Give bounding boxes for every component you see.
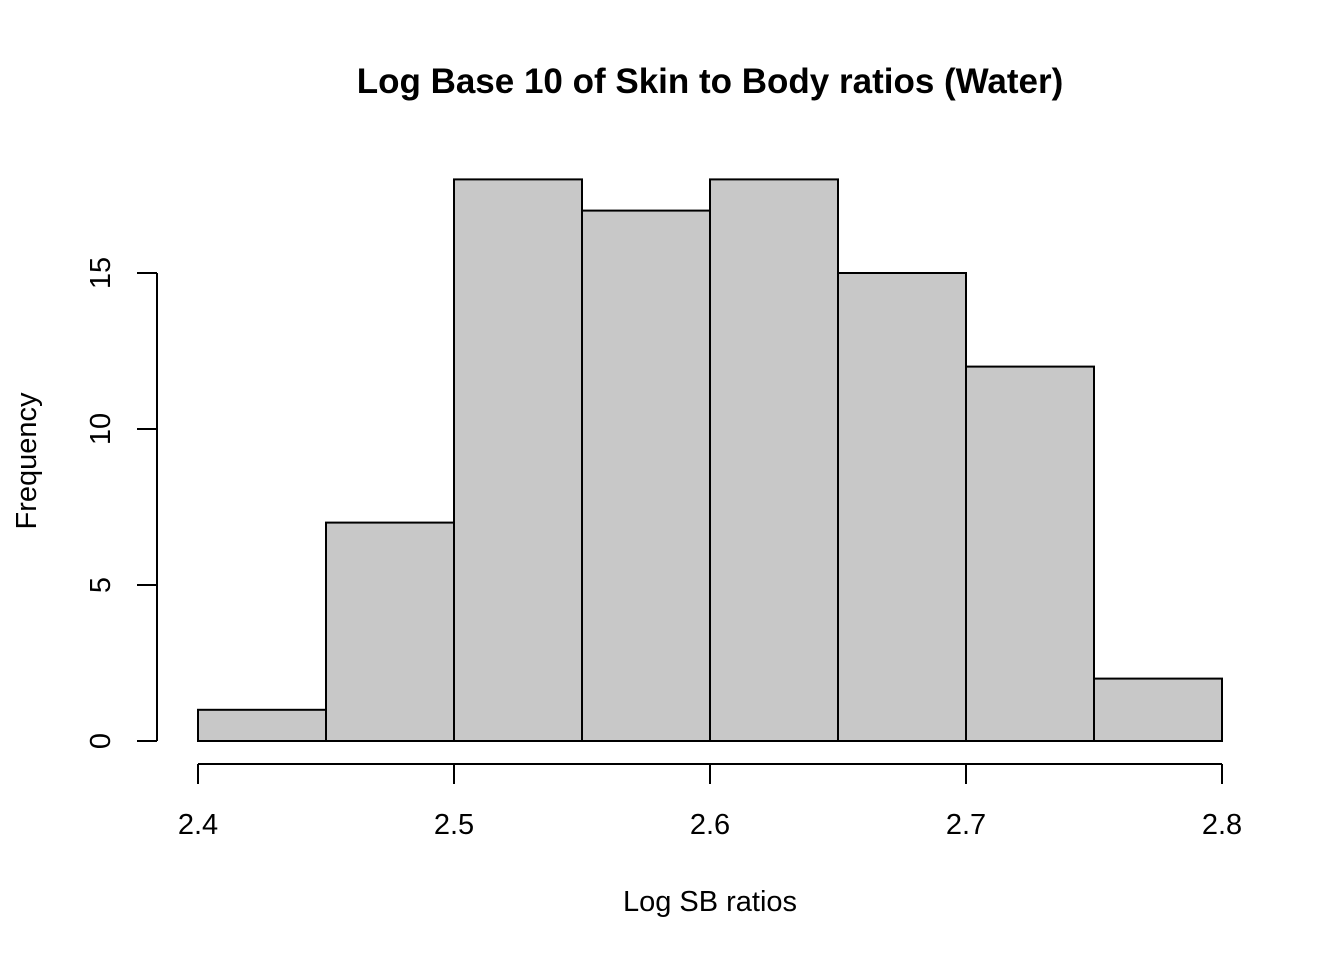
x-axis-label: Log SB ratios [623,886,797,918]
histogram-bar-5 [837,272,967,742]
y-tick-label: 15 [85,257,117,289]
histogram-bar-0 [197,708,327,742]
x-tick-label: 2.4 [178,809,218,841]
y-tick-label: 0 [85,733,117,749]
x-tick-label: 2.8 [1202,809,1242,841]
chart-title: Log Base 10 of Skin to Body ratios (Wate… [357,62,1064,101]
x-axis: 2.4 2.5 2.6 2.7 2.8 [178,763,1242,841]
bars-group [197,178,1223,743]
histogram-bar-3 [581,209,711,743]
histogram-bar-2 [453,178,583,742]
x-tick-label: 2.5 [434,809,474,841]
histogram-bar-6 [965,365,1095,742]
y-tick-label: 10 [85,413,117,445]
histogram-bar-7 [1093,677,1223,742]
x-tick-label: 2.7 [946,809,986,841]
x-tick-label: 2.6 [690,809,730,841]
y-tick-label: 5 [85,577,117,593]
histogram-bar-4 [709,178,839,742]
y-axis: 0 5 10 15 [85,257,158,749]
y-axis-label: Frequency [11,392,43,530]
histogram-bar-1 [325,521,455,742]
